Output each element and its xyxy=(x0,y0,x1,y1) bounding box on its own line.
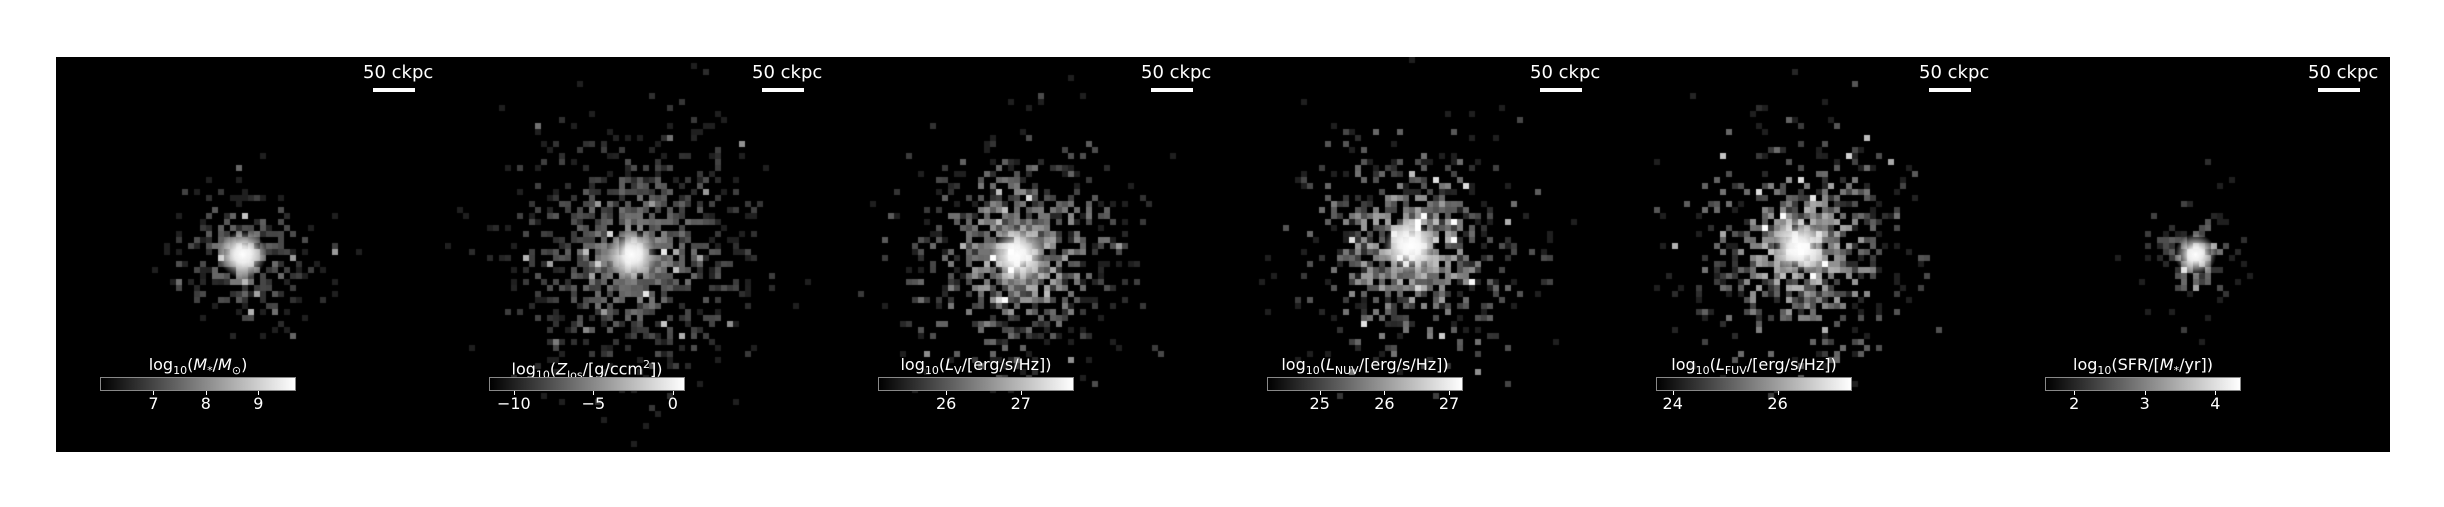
colorbar-tick xyxy=(1777,391,1779,395)
colorbar-tick-label: 9 xyxy=(253,394,264,413)
scalebar: 50 ckpc xyxy=(363,62,434,92)
colorbar-label: log10(LNUV/[erg/s/Hz]) xyxy=(1281,355,1449,378)
colorbar-tick xyxy=(1319,391,1321,395)
colorbar-tick-label: 0 xyxy=(667,394,678,413)
colorbar-tick xyxy=(513,391,515,395)
scalebar: 50 ckpc xyxy=(1141,62,1212,92)
colorbar-tick-label: 27 xyxy=(1010,394,1031,413)
colorbar-tick xyxy=(1384,391,1386,395)
colorbar-tick-label: 25 xyxy=(1309,394,1330,413)
colorbar-tick xyxy=(946,391,948,395)
colorbar-tick xyxy=(2144,391,2146,395)
galaxy-map-nuv-band xyxy=(1223,57,1612,452)
panel-stellar-mass: 50 ckpc log10(M*/M⊙) 7 8 9 xyxy=(56,57,445,452)
scalebar-line xyxy=(2318,88,2360,92)
colorbar-gradient xyxy=(100,377,296,391)
galaxy-map-sfr xyxy=(2001,57,2390,452)
colorbar-tick-label: 8 xyxy=(200,394,211,413)
colorbar-tick-label: −10 xyxy=(496,394,531,413)
panel-v-band: 50 ckpc log10(LV/[erg/s/Hz]) 26 27 xyxy=(834,57,1223,452)
scalebar-label: 50 ckpc xyxy=(363,62,434,83)
scalebar-label: 50 ckpc xyxy=(1141,62,1212,83)
colorbar-tick xyxy=(1672,391,1674,395)
colorbar-tick-label: 27 xyxy=(1438,394,1460,413)
colorbar-tick xyxy=(205,391,207,395)
panel-sfr: 50 ckpc log10(SFR/[M*/yr]) 2 3 4 xyxy=(2001,57,2390,452)
scalebar-label: 50 ckpc xyxy=(2308,62,2379,83)
colorbar-gradient xyxy=(2045,377,2241,391)
colorbar-tick-label: 4 xyxy=(2210,394,2221,413)
colorbar-label: log10(LFUV/[erg/s/Hz]) xyxy=(1671,355,1837,378)
galaxy-map-v-band xyxy=(834,57,1223,452)
scalebar-line xyxy=(762,88,804,92)
scalebar: 50 ckpc xyxy=(752,62,823,92)
colorbar-tick-label: 26 xyxy=(1374,394,1395,413)
galaxy-map-fuv-band xyxy=(1612,57,2001,452)
galaxy-map-stellar-mass xyxy=(56,57,445,452)
scalebar: 50 ckpc xyxy=(2308,62,2379,92)
colorbar-tick-label: 26 xyxy=(935,394,957,413)
colorbar-tick xyxy=(153,391,155,395)
colorbar-gradient xyxy=(1267,377,1463,391)
colorbar-gradient xyxy=(878,377,1074,391)
colorbar-tick-label: 2 xyxy=(2069,394,2080,413)
colorbar-tick-label: 24 xyxy=(1662,394,1683,413)
colorbar-tick xyxy=(1449,391,1451,395)
colorbar-tick xyxy=(258,391,260,395)
scalebar-label: 50 ckpc xyxy=(1919,62,1990,83)
scalebar-line xyxy=(1151,88,1193,92)
colorbar-gradient xyxy=(1656,377,1852,391)
scalebar-line xyxy=(1540,88,1582,92)
colorbar-gradient xyxy=(489,377,685,391)
colorbar-tick xyxy=(672,391,674,395)
colorbar-tick-label: −5 xyxy=(581,394,606,413)
colorbar-tick-label: 26 xyxy=(1767,394,1788,413)
scalebar-label: 50 ckpc xyxy=(1530,62,1601,83)
scalebar: 50 ckpc xyxy=(1530,62,1601,92)
colorbar-tick xyxy=(2215,391,2217,395)
image-panel-strip: 50 ckpc log10(M*/M⊙) 7 8 9 50 ckpc log10(Zlos/… xyxy=(56,57,2390,452)
colorbar-label: log10(SFR/[M*/yr]) xyxy=(2073,355,2213,378)
colorbar-tick xyxy=(2074,391,2076,395)
panel-fuv-band: 50 ckpc log10(LFUV/[erg/s/Hz]) 24 26 xyxy=(1612,57,2001,452)
colorbar-tick xyxy=(1020,391,1022,395)
galaxy-map-metallicity xyxy=(445,57,834,452)
panel-nuv-band: 50 ckpc log10(LNUV/[erg/s/Hz]) 25 26 27 xyxy=(1223,57,1612,452)
scalebar-label: 50 ckpc xyxy=(752,62,823,83)
colorbar-tick xyxy=(593,391,595,395)
panel-metallicity: 50 ckpc log10(Zlos/[g/ccm2]) −10 −5 0 xyxy=(445,57,834,452)
colorbar-tick-label: 7 xyxy=(148,394,159,413)
scalebar: 50 ckpc xyxy=(1919,62,1990,92)
colorbar-label: log10(LV/[erg/s/Hz]) xyxy=(900,355,1052,378)
scalebar-line xyxy=(1929,88,1971,92)
scalebar-line xyxy=(373,88,415,92)
colorbar-tick-label: 3 xyxy=(2139,394,2150,413)
colorbar-label: log10(M*/M⊙) xyxy=(148,355,248,378)
